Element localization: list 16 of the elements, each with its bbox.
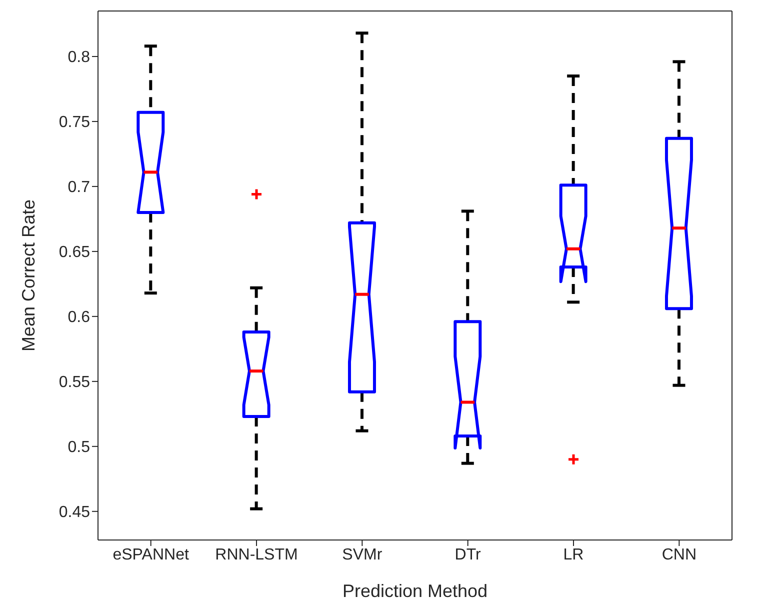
y-tick-label: 0.45	[58, 504, 90, 522]
y-tick-label: 0.65	[58, 244, 90, 262]
y-tick-label: 0.75	[58, 114, 90, 132]
y-axis-title: Mean Correct Rate	[18, 199, 38, 352]
x-tick-label: eSPANNet	[112, 546, 190, 564]
x-tick-label: LR	[563, 546, 584, 564]
y-tick-label: 0.8	[68, 49, 90, 66]
x-tick-label: CNN	[662, 546, 697, 564]
y-tick-label: 0.5	[68, 439, 90, 456]
x-tick-label: RNN-LSTM	[215, 546, 298, 564]
y-tick-label: 0.6	[68, 309, 90, 326]
y-tick-label: 0.7	[68, 179, 90, 196]
x-tick-label: SVMr	[342, 546, 383, 564]
y-tick-label: 0.55	[58, 374, 90, 392]
x-axis-title: Prediction Method	[342, 580, 488, 601]
x-tick-label: DTr	[454, 546, 482, 564]
